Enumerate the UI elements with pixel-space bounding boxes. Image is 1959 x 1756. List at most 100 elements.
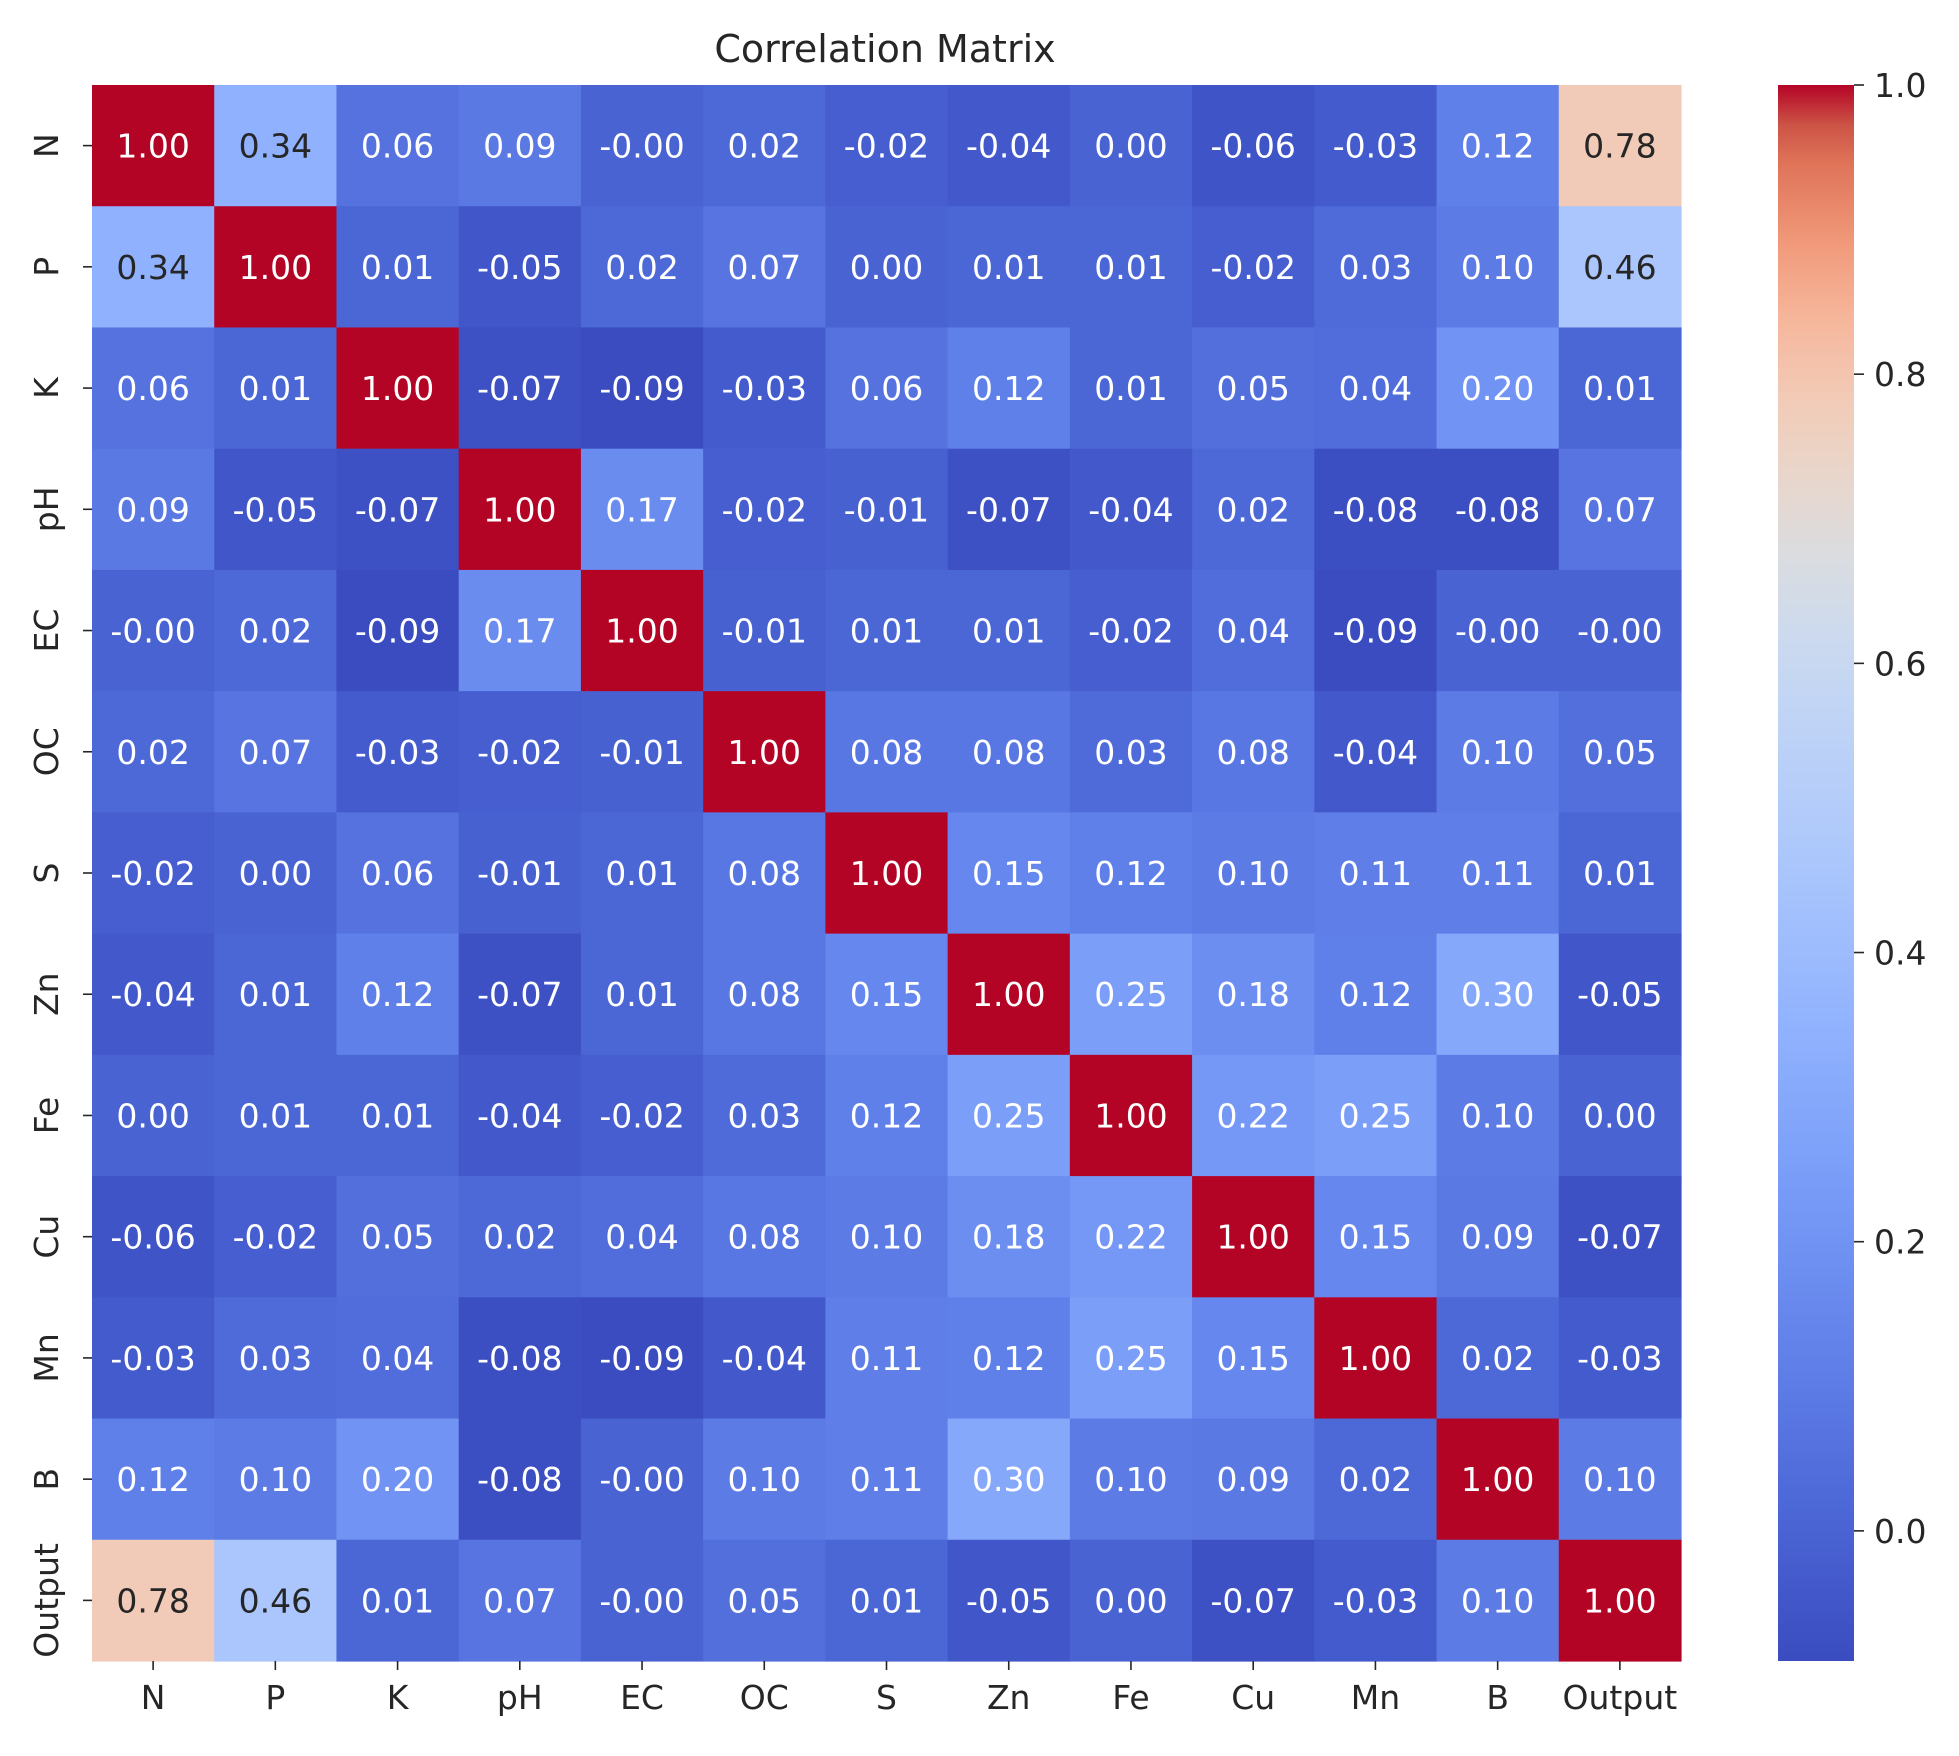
x-tick-label: Output — [1563, 1678, 1678, 1717]
cell-value-label: 0.34 — [239, 127, 312, 166]
heatmap-cell — [92, 691, 215, 813]
cell-value-label: 0.46 — [1583, 248, 1656, 287]
x-tick-label: B — [1486, 1678, 1509, 1717]
cell-value-label: 0.05 — [1583, 733, 1656, 772]
heatmap-cell — [1314, 1418, 1438, 1541]
heatmap-cell — [336, 85, 460, 207]
heatmap-cell — [580, 1297, 704, 1420]
cell-value-label: 1.00 — [1583, 1581, 1656, 1620]
heatmap-cell — [947, 327, 1071, 450]
x-tick-label: Mn — [1351, 1678, 1400, 1717]
heatmap-cell — [1558, 812, 1682, 935]
cell-value-label: -0.00 — [110, 612, 195, 651]
cell-value-label: -0.02 — [599, 1096, 684, 1135]
heatmap-cell — [580, 933, 704, 1056]
cell-value-label: 0.01 — [605, 975, 678, 1014]
cell-value-label: 0.01 — [972, 612, 1045, 651]
heatmap-cell — [825, 1418, 949, 1541]
x-tick-label: EC — [620, 1678, 664, 1717]
cell-value-label: -0.07 — [966, 490, 1051, 529]
cell-value-label: 0.12 — [972, 1339, 1045, 1378]
cell-value-label: 0.10 — [1094, 1460, 1167, 1499]
heatmap-cell — [1314, 1176, 1438, 1298]
heatmap-cell — [458, 448, 582, 571]
cell-value-label: 0.10 — [1461, 248, 1534, 287]
cell-value-label: -0.01 — [599, 733, 684, 772]
heatmap-cell — [92, 448, 215, 571]
heatmap-cell — [1436, 327, 1560, 450]
heatmap-cell — [1192, 1176, 1315, 1298]
heatmap-cell — [1192, 206, 1315, 329]
cell-value-label: -0.07 — [477, 975, 562, 1014]
cell-value-label: 0.10 — [1461, 733, 1534, 772]
cell-value-label: 0.09 — [116, 490, 189, 529]
cell-value-label: 0.12 — [850, 1096, 923, 1135]
cell-value-label: 0.09 — [1461, 1218, 1534, 1257]
cell-value-label: -0.02 — [110, 854, 195, 893]
x-tick-label: P — [265, 1678, 285, 1717]
cell-value-label: 0.10 — [1461, 1581, 1534, 1620]
cell-value-label: -0.07 — [355, 490, 440, 529]
cell-value-label: -0.02 — [477, 733, 562, 772]
cell-value-label: -0.01 — [477, 854, 562, 893]
cell-value-label: -0.05 — [966, 1581, 1051, 1620]
y-tick-label: S — [27, 863, 66, 884]
cell-value-label: -0.04 — [110, 975, 195, 1014]
cell-value-label: 0.01 — [972, 248, 1045, 287]
heatmap-cell — [1314, 1297, 1438, 1420]
heatmap-cell — [1558, 933, 1682, 1056]
heatmap-cell — [703, 569, 826, 692]
cell-value-label: 0.30 — [972, 1460, 1045, 1499]
heatmap-cell — [214, 1539, 338, 1662]
cell-value-label: 0.00 — [1094, 1581, 1167, 1620]
cell-value-label: 0.15 — [850, 975, 923, 1014]
cell-value-label: 1.00 — [116, 127, 189, 166]
heatmap-cell — [214, 1418, 338, 1541]
cell-value-label: -0.06 — [1210, 127, 1295, 166]
heatmap-cell — [1192, 812, 1315, 935]
heatmap-cell — [458, 1297, 582, 1420]
cell-value-label: 0.06 — [850, 369, 923, 408]
heatmap-cell — [580, 1539, 704, 1662]
heatmap-cell — [336, 1054, 460, 1177]
heatmap-cell — [825, 1297, 949, 1420]
heatmap-cell — [92, 327, 215, 450]
heatmap-cell — [336, 448, 460, 571]
cell-value-label: 1.00 — [850, 854, 923, 893]
heatmap-cell — [92, 1418, 215, 1541]
heatmap-cell — [214, 691, 338, 813]
cell-value-label: 0.01 — [1094, 248, 1167, 287]
heatmap-cell — [947, 206, 1071, 329]
cell-value-label: 0.01 — [850, 1581, 923, 1620]
cell-value-label: -0.07 — [477, 369, 562, 408]
cell-value-label: 0.20 — [361, 1460, 434, 1499]
heatmap-cell — [1436, 448, 1560, 571]
cell-value-label: -0.02 — [1088, 612, 1173, 651]
cell-value-label: 0.18 — [972, 1218, 1045, 1257]
cell-value-label: 0.01 — [239, 1096, 312, 1135]
heatmap-cell — [580, 1176, 704, 1298]
x-tick-label: pH — [497, 1678, 543, 1717]
cell-value-label: 0.10 — [1216, 854, 1289, 893]
cell-value-label: -0.03 — [355, 733, 440, 772]
cell-value-label: 0.07 — [728, 248, 801, 287]
y-tick-label: B — [27, 1468, 66, 1491]
heatmap-cell — [336, 1297, 460, 1420]
x-tick-label: S — [876, 1678, 897, 1717]
heatmap-cell — [1436, 569, 1560, 692]
heatmap-cell — [92, 206, 215, 329]
cell-value-label: 0.05 — [728, 1581, 801, 1620]
colorbar-tick-label: 0.4 — [1874, 934, 1926, 973]
cell-value-label: -0.04 — [722, 1339, 807, 1378]
cell-value-label: -0.01 — [844, 490, 929, 529]
heatmap-cell — [1314, 1054, 1438, 1177]
heatmap-cell — [580, 812, 704, 935]
cell-value-label: -0.00 — [599, 127, 684, 166]
cell-value-label: 1.00 — [1339, 1339, 1412, 1378]
heatmap-cell — [1192, 1054, 1315, 1177]
cell-value-label: 0.15 — [972, 854, 1045, 893]
cell-value-label: 0.09 — [1216, 1460, 1289, 1499]
heatmap-cell — [1069, 448, 1193, 571]
cell-value-label: -0.04 — [1333, 733, 1418, 772]
cell-value-label: -0.04 — [1088, 490, 1173, 529]
